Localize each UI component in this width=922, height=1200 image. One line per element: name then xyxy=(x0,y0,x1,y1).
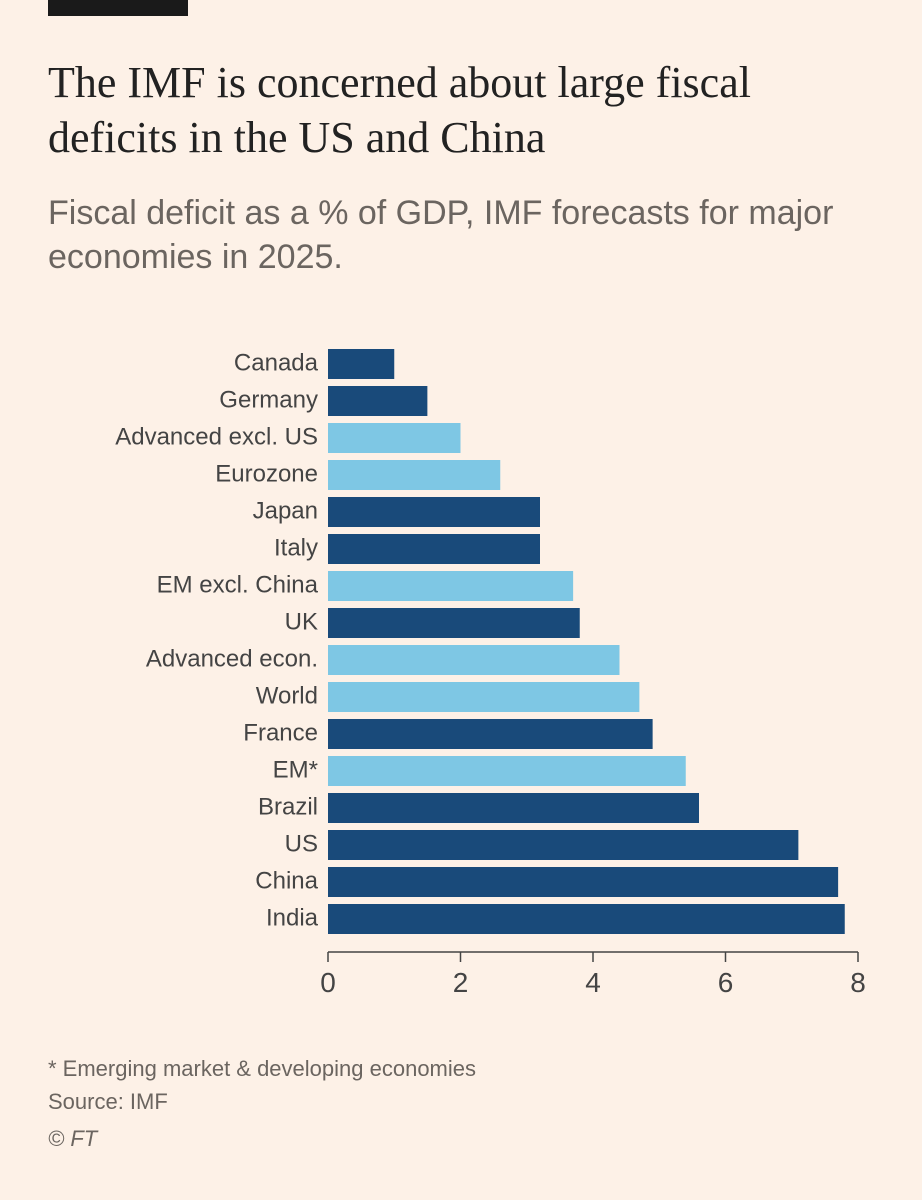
bar-label: China xyxy=(255,868,318,895)
bar-label: France xyxy=(243,720,318,747)
bar-chart: Canada Germany Advanced excl. US Eurozone Ja… xyxy=(48,349,878,1012)
bar-label: Germany xyxy=(219,387,318,414)
bar-label: Advanced econ. xyxy=(146,646,318,673)
bar xyxy=(328,497,540,527)
bar-label: Italy xyxy=(274,535,318,562)
bar xyxy=(328,645,620,675)
header-decoration-bar xyxy=(48,0,188,16)
bar-label: World xyxy=(256,683,318,710)
bar xyxy=(328,608,580,638)
x-axis-tick-label: 0 xyxy=(320,967,336,998)
bar-label: India xyxy=(266,905,319,932)
bar xyxy=(328,386,427,416)
bar-label: EM excl. China xyxy=(157,572,319,599)
bar-label: Eurozone xyxy=(215,461,318,488)
x-axis-tick-label: 6 xyxy=(718,967,734,998)
bar-label: Advanced excl. US xyxy=(115,424,318,451)
bar xyxy=(328,423,461,453)
footnote-text: * Emerging market & developing economies xyxy=(48,1052,874,1085)
copyright-text: © FT xyxy=(48,1126,874,1152)
bar-label: Brazil xyxy=(258,794,318,821)
bar-label: US xyxy=(285,831,318,858)
bar-label: EM* xyxy=(273,757,318,784)
bar-label: UK xyxy=(285,609,318,636)
bar xyxy=(328,682,639,712)
chart-subtitle: Fiscal deficit as a % of GDP, IMF foreca… xyxy=(48,191,874,279)
bar xyxy=(328,571,573,601)
bar-label: Canada xyxy=(234,350,319,377)
x-axis-tick-label: 8 xyxy=(850,967,866,998)
bar xyxy=(328,349,394,379)
bar xyxy=(328,756,686,786)
bar-label: Japan xyxy=(253,498,318,525)
bar xyxy=(328,534,540,564)
bar xyxy=(328,793,699,823)
x-axis-tick-label: 2 xyxy=(453,967,469,998)
source-text: Source: IMF xyxy=(48,1085,874,1118)
bar xyxy=(328,830,798,860)
bar xyxy=(328,719,653,749)
chart-title: The IMF is concerned about large fiscal … xyxy=(48,0,874,165)
x-axis-tick-label: 4 xyxy=(585,967,601,998)
bar xyxy=(328,867,838,897)
chart-footnotes: * Emerging market & developing economies… xyxy=(48,1052,874,1118)
chart-container: Canada Germany Advanced excl. US Eurozone Ja… xyxy=(48,349,874,1012)
bar xyxy=(328,904,845,934)
bar xyxy=(328,460,500,490)
